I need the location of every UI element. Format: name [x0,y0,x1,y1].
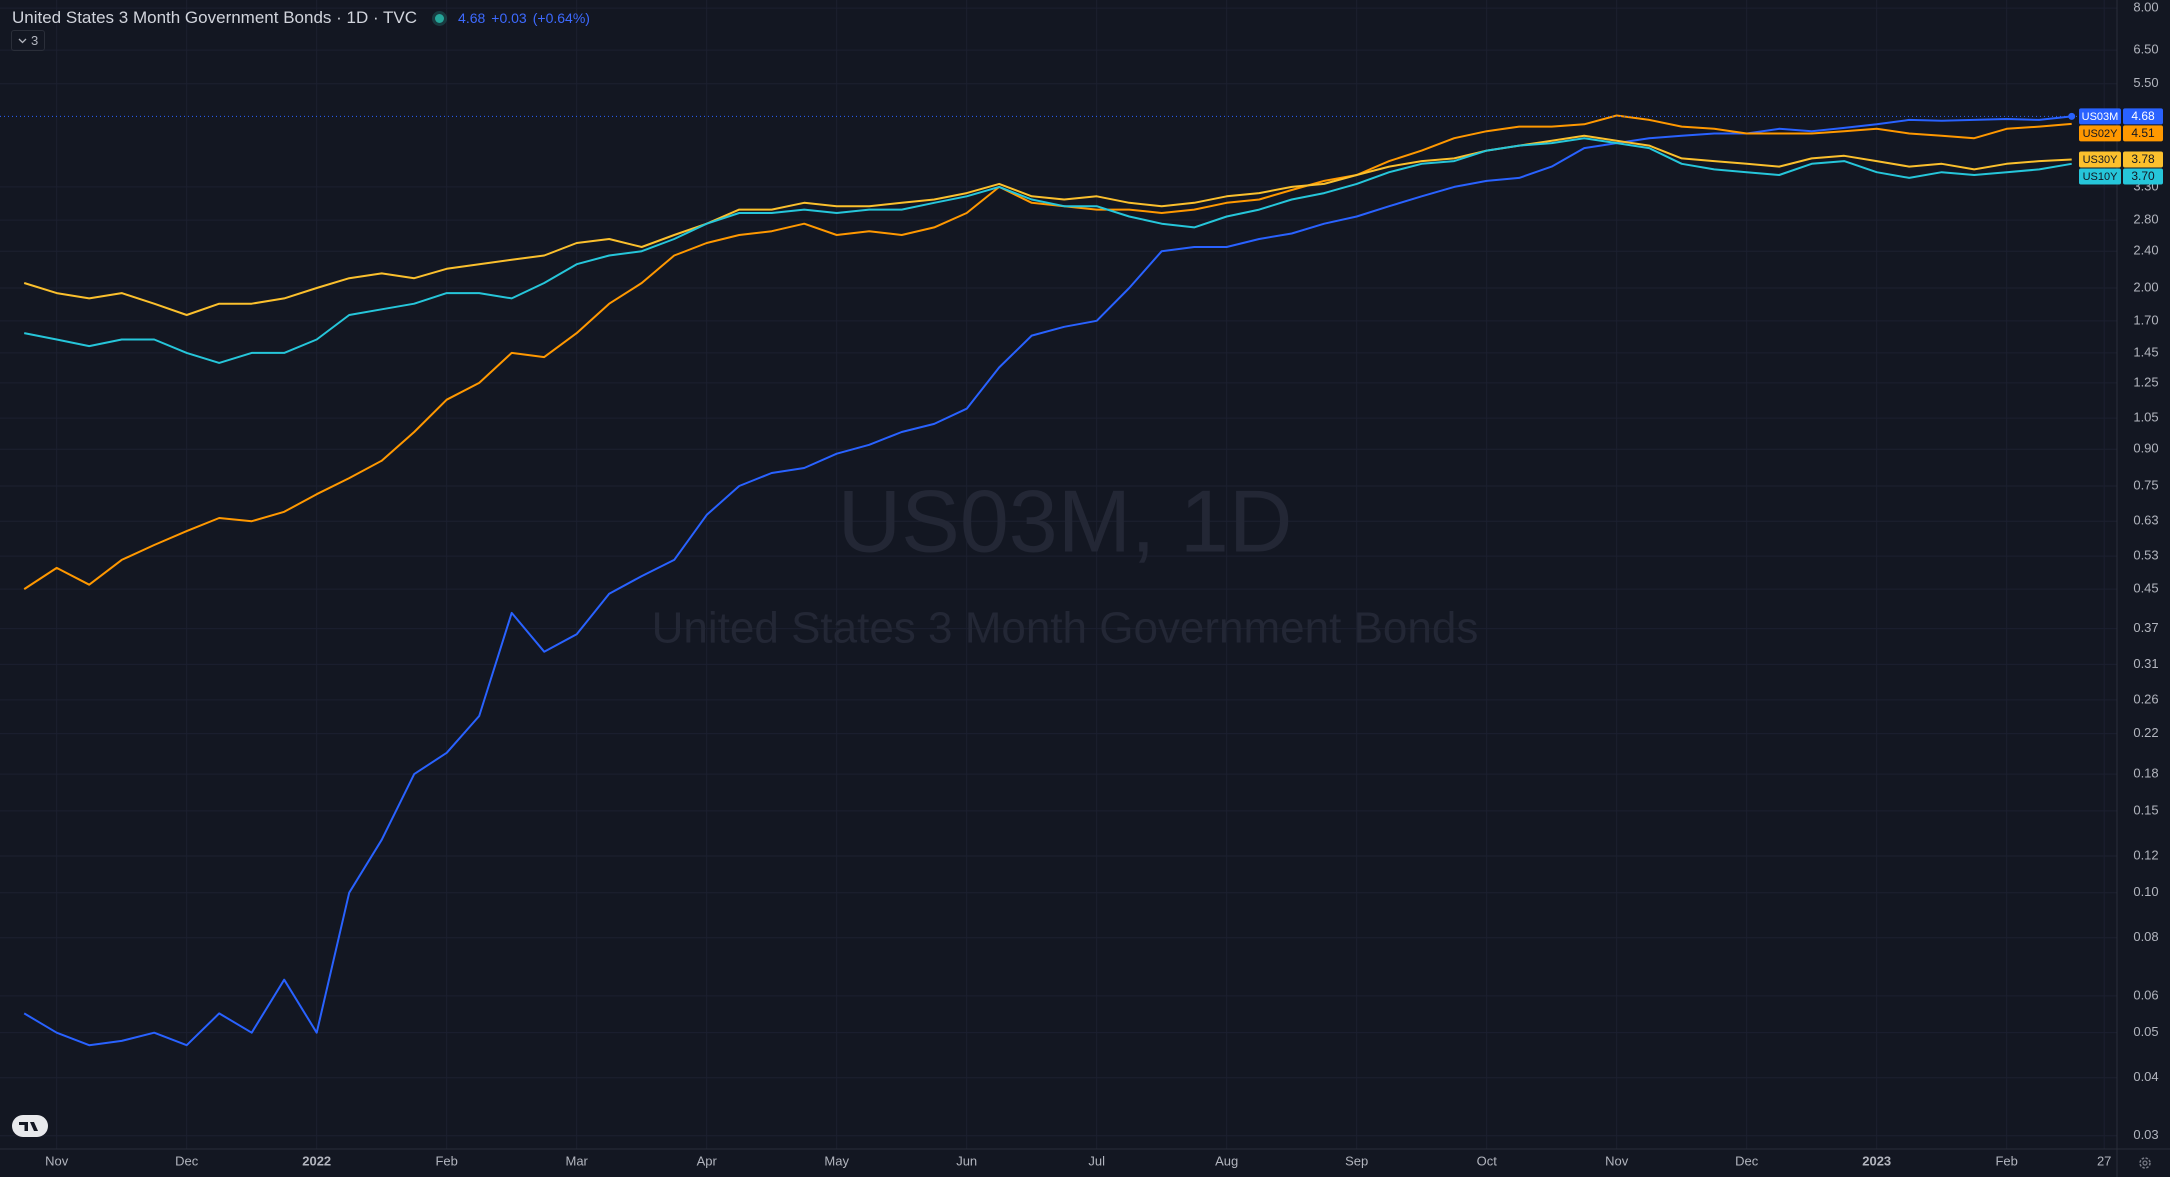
price-tag-name: US10Y [2083,171,2119,183]
series-line [23,134,2072,316]
price-tag-name-box [2079,125,2121,142]
y-tick-label: 0.45 [2133,581,2158,596]
y-tick-label: 0.10 [2133,884,2158,899]
x-tick-label: Mar [566,1153,589,1168]
price-tag-value-box [2123,151,2163,168]
price-tag-value: 3.70 [2131,169,2155,183]
x-tick-label: Feb [1995,1153,2017,1168]
last-point [2068,112,2076,120]
price-tag-value: 3.78 [2131,152,2155,166]
y-tick-label: 0.08 [2133,929,2158,944]
y-tick-label: 0.90 [2133,441,2158,456]
x-tick-label: 2022 [302,1153,331,1168]
price-tag-name: US03M [2082,111,2119,123]
y-tick-label: 2.80 [2133,212,2158,227]
tradingview-logo[interactable] [12,1115,48,1137]
x-tick-label: Dec [1735,1153,1759,1168]
y-tick-label: 1.70 [2133,312,2158,327]
price-tag-name-box [2079,168,2121,185]
indicators-count: 3 [31,33,39,48]
x-tick-label: 27 [2097,1153,2111,1168]
y-tick-label: 0.75 [2133,477,2158,492]
indicators-toggle[interactable]: 3 [11,30,46,51]
x-tick-label: Dec [175,1153,199,1168]
price-tag-value-box [2123,168,2163,185]
price-tag: US30Y 3.78 [2079,151,2163,168]
market-status [435,13,445,23]
price-tag-value: 4.68 [2131,109,2155,123]
last-price: 4.68 [458,10,486,26]
chevron [18,38,27,43]
price-tag-name-box [2079,151,2121,168]
y-tick-label: 0.31 [2133,656,2158,671]
price-tag-value-box [2123,125,2163,142]
y-tick-label: 0.22 [2133,725,2158,740]
x-tick-label: May [824,1153,849,1168]
watermark-symbol: US03M, 1D [838,471,1293,570]
x-tick-label: Apr [697,1153,718,1168]
y-tick-label: 5.50 [2133,75,2158,90]
y-tick-label: 0.05 [2133,1024,2158,1039]
price-tag-name-box [2079,108,2121,125]
x-tick-label: Jun [956,1153,977,1168]
price-tag-name: US30Y [2083,154,2119,166]
price-tag-value-box [2123,108,2163,125]
price-change: +0.03 [491,10,527,26]
x-tick-label: Jul [1088,1153,1105,1168]
y-tick-label: 0.15 [2133,802,2158,817]
watermark-description: United States 3 Month Government Bonds [652,604,1479,653]
y-tick-label: 0.53 [2133,548,2158,563]
x-tick-label: Feb [435,1153,457,1168]
x-tick-label: Oct [1477,1153,1498,1168]
y-tick-label: 2.40 [2133,243,2158,258]
price-change-percent: (+0.64%) [532,10,590,26]
y-tick-label: 6.50 [2133,42,2158,57]
y-tick-label: 0.04 [2133,1069,2158,1084]
x-tick-label: Nov [45,1153,69,1168]
grid [0,0,2117,1149]
y-tick-label: 2.00 [2133,279,2158,294]
x-tick-label: Sep [1345,1153,1368,1168]
y-tick-label: 0.63 [2133,513,2158,528]
legend-header: United States 3 Month Government Bonds ·… [12,6,596,30]
series-line [23,114,2072,590]
y-tick-label: 0.12 [2133,847,2158,862]
y-tick-label: 0.06 [2133,987,2158,1002]
y-tick-label: 8.00 [2133,0,2158,15]
y-tick-label: 1.05 [2133,410,2158,425]
price-tag: US02Y 4.51 [2079,125,2163,142]
symbol-title: United States 3 Month Government Bonds ·… [12,8,418,27]
y-tick-label: 0.03 [2133,1127,2158,1142]
price-tag: US10Y 3.70 [2079,168,2163,185]
y-tick-label: 0.37 [2133,620,2158,635]
price-tag-value: 4.51 [2131,126,2155,140]
y-tick-label: 0.26 [2133,691,2158,706]
series-line [23,115,2072,1047]
x-tick-label: Aug [1215,1153,1238,1168]
settings-icon[interactable] [2136,1154,2154,1172]
x-tick-label: Nov [1605,1153,1629,1168]
y-tick-label: 1.25 [2133,374,2158,389]
y-tick-label: 0.18 [2133,766,2158,781]
y-tick-label: 1.45 [2133,344,2158,359]
price-tag-name: US02Y [2083,128,2119,140]
series-line [24,137,2072,364]
price-tag: US03M 4.68 [2079,108,2163,125]
x-tick-label: 2023 [1862,1153,1891,1168]
